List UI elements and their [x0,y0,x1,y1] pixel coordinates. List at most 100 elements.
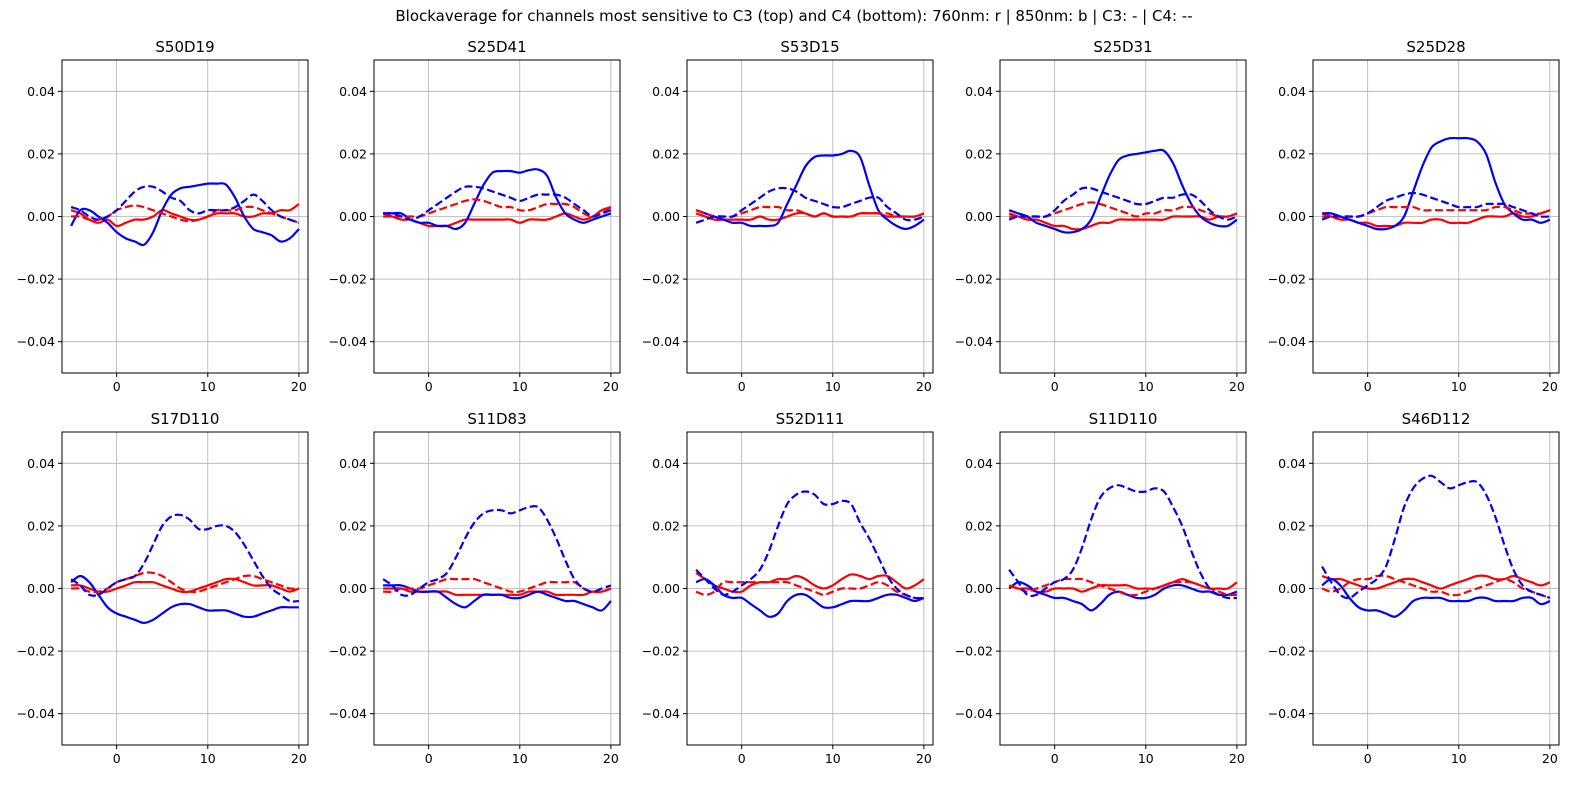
panel-title: S25D28 [1406,38,1465,56]
panel-S25D31: 0.04 0.02 0.00 −0.02 −0.04 0 10 20 S25D31 [955,38,1247,394]
figure-suptitle: Blockaverage for channels most sensitive… [395,7,1192,25]
series-line-850nm-c4 [382,504,612,597]
y-tick-label: −0.04 [17,706,55,721]
y-tick-label: −0.04 [955,706,993,721]
x-tick-label: 0 [1364,751,1372,766]
series-line-760nm-c3 [1321,209,1551,228]
panel-title: S11D83 [467,410,526,428]
series-line-760nm-c4 [1321,574,1551,599]
x-tick-label: 20 [1542,379,1558,394]
series-line-760nm-c4 [1008,577,1237,597]
series-line-760nm-c3 [1321,574,1551,590]
y-tick-label: 0.02 [1278,518,1306,533]
x-tick-label: 10 [1451,751,1467,766]
series-line-850nm-c4 [695,186,925,224]
y-tick-label: 0.02 [27,146,55,161]
series-line-850nm-c3 [70,574,299,624]
x-tick-label: 0 [113,751,121,766]
x-tick-label: 10 [512,751,528,766]
series-line-850nm-c3 [695,577,925,618]
series-line-850nm-c3 [1322,136,1551,231]
y-tick-label: −0.02 [17,272,55,287]
panel-title: S52D111 [776,410,845,428]
y-tick-label: 0.02 [27,518,55,533]
series-line-850nm-c3 [1008,148,1238,234]
series-line-760nm-c4 [383,577,612,594]
y-tick-label: 0.02 [652,146,680,161]
y-tick-label: 0.04 [27,456,55,471]
x-tick-label: 0 [1364,379,1372,394]
series-line-760nm-c3 [71,577,300,594]
x-tick-label: 20 [1229,379,1245,394]
series-line-850nm-c4 [1008,484,1237,600]
panel-S11D83: 0.04 0.02 0.00 −0.02 −0.04 0 10 20 S11D83 [329,410,621,766]
x-tick-label: 10 [200,379,216,394]
y-tick-label: −0.02 [642,644,680,659]
series-line-760nm-c3 [1008,212,1238,231]
y-tick-label: 0.04 [1278,84,1306,99]
x-tick-label: 0 [425,751,433,766]
y-tick-label: 0.04 [965,456,993,471]
y-tick-label: −0.02 [17,644,55,659]
y-tick-label: 0.02 [339,518,367,533]
y-tick-label: −0.04 [642,706,680,721]
x-tick-label: 10 [825,379,841,394]
x-tick-label: 10 [200,751,216,766]
x-tick-label: 20 [291,379,307,394]
panel-S17D110: 0.04 0.02 0.00 −0.02 −0.04 0 10 20 S17D110 [17,410,309,766]
y-tick-label: −0.04 [642,334,680,349]
series-line-850nm-c3 [695,149,925,231]
series-line-850nm-c4 [1008,186,1238,221]
x-tick-label: 10 [512,379,528,394]
series-line-850nm-c4 [70,185,300,224]
x-tick-label: 20 [1229,751,1245,766]
x-tick-label: 20 [1542,751,1558,766]
y-tick-label: 0.04 [965,84,993,99]
y-tick-label: −0.04 [329,334,367,349]
x-tick-label: 20 [916,379,932,394]
panel-title: S11D110 [1089,410,1158,428]
y-tick-label: 0.04 [339,456,367,471]
x-tick-label: 0 [1051,379,1059,394]
panel-S52D111: 0.04 0.02 0.00 −0.02 −0.04 0 10 20 S52D111 [642,410,934,766]
y-tick-label: −0.04 [955,334,993,349]
x-tick-label: 10 [1138,751,1154,766]
series-line-760nm-c4 [695,580,924,600]
panel-S46D112: 0.04 0.02 0.00 −0.02 −0.04 0 10 20 S46D112 [1268,410,1560,766]
y-tick-label: 0.00 [965,209,993,224]
x-tick-label: 0 [425,379,433,394]
panel-S50D19: 0.04 0.02 0.00 −0.02 −0.04 0 10 20 S50D19 [17,38,309,394]
panel-title: S17D110 [151,410,220,428]
panel-S25D28: 0.04 0.02 0.00 −0.02 −0.04 0 10 20 S25D28 [1268,38,1560,394]
panel-S11D110: 0.04 0.02 0.00 −0.02 −0.04 0 10 20 S11D110 [955,410,1247,766]
panel-title: S53D15 [780,38,839,56]
series-line-760nm-c4 [383,198,612,218]
y-tick-label: 0.00 [652,209,680,224]
y-tick-label: 0.02 [965,146,993,161]
panel-title: S25D41 [467,38,526,56]
series-line-850nm-c3 [70,182,300,247]
panel-grid: 0.04 0.02 0.00 −0.02 −0.04 0 10 20 S50D19 0.04 0.0… [17,38,1560,766]
y-tick-label: 0.00 [1278,581,1306,596]
x-tick-label: 0 [113,379,121,394]
y-tick-label: 0.02 [965,518,993,533]
series-line-850nm-c4 [695,490,924,600]
y-tick-label: −0.04 [1268,334,1306,349]
y-tick-label: −0.02 [329,272,367,287]
x-tick-label: 0 [738,751,746,766]
x-tick-label: 0 [1051,751,1059,766]
y-tick-label: −0.02 [1268,272,1306,287]
series-line-850nm-c3 [1321,578,1551,618]
y-tick-label: −0.02 [642,272,680,287]
y-tick-label: 0.02 [339,146,367,161]
y-tick-label: 0.04 [339,84,367,99]
y-tick-label: 0.04 [1278,456,1306,471]
y-tick-label: 0.00 [965,581,993,596]
y-tick-label: 0.00 [1278,209,1306,224]
series-line-760nm-c4 [71,571,299,594]
y-tick-label: −0.04 [329,706,367,721]
panel-title: S50D19 [155,38,214,56]
y-tick-label: 0.00 [27,209,55,224]
y-tick-label: 0.04 [652,84,680,99]
